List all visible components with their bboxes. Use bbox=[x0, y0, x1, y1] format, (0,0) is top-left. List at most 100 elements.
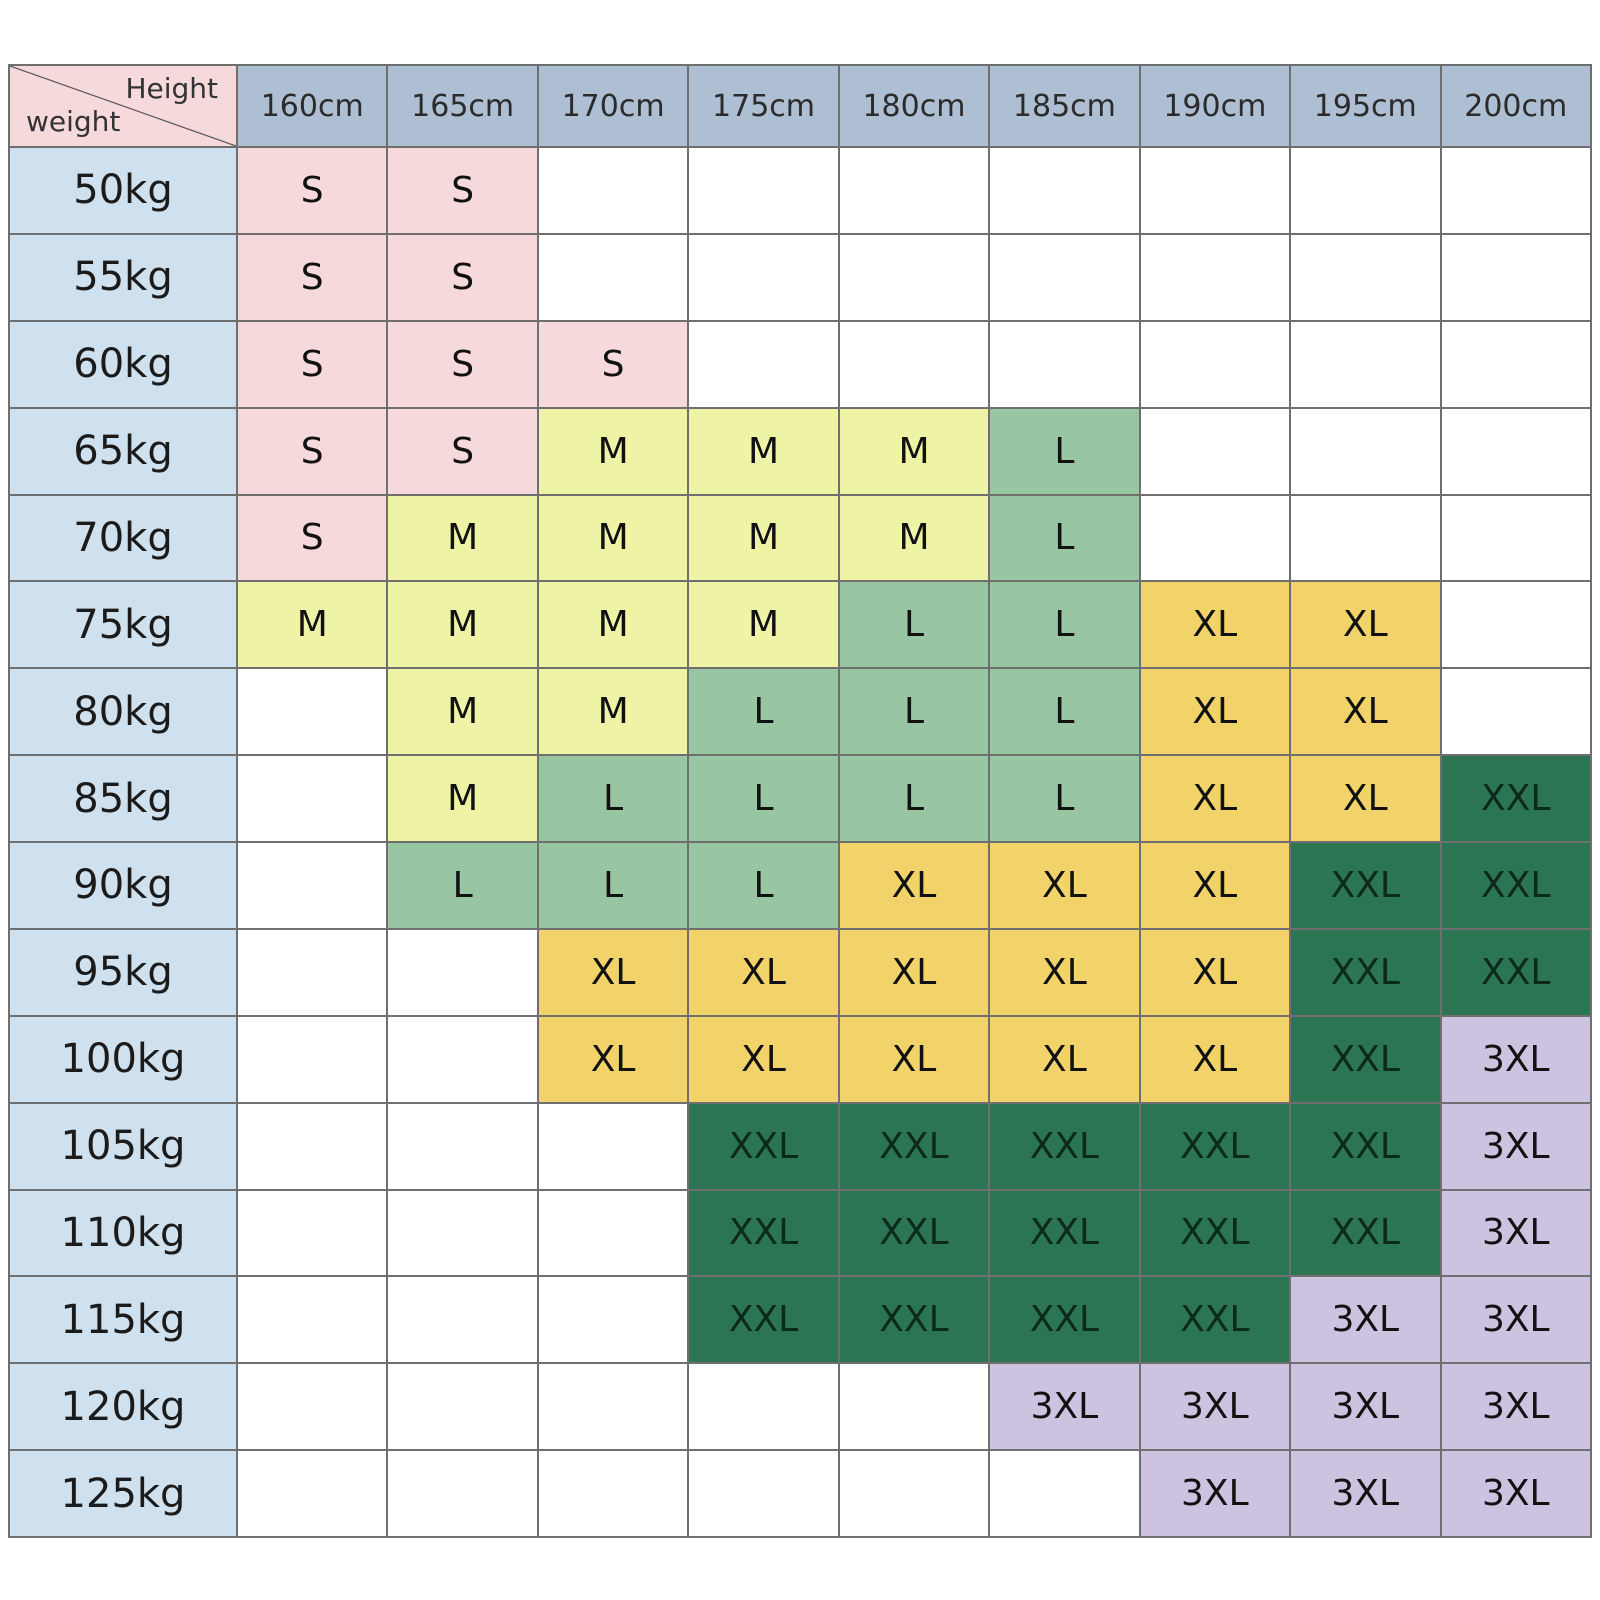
height-header-175cm: 175cm bbox=[687, 64, 840, 148]
size-cell bbox=[837, 1362, 991, 1452]
size-cell: XXL bbox=[1439, 754, 1592, 843]
size-cell: M bbox=[687, 493, 840, 583]
size-cell bbox=[1138, 493, 1292, 583]
size-cell: M bbox=[536, 667, 690, 757]
size-cell: S bbox=[235, 493, 389, 583]
size-cell: XXL bbox=[1289, 1101, 1442, 1191]
size-cell: L bbox=[837, 580, 991, 670]
size-cell bbox=[687, 232, 840, 322]
weight-header-85kg: 85kg bbox=[8, 754, 238, 843]
size-cell bbox=[1289, 146, 1442, 235]
size-cell bbox=[1439, 146, 1592, 235]
size-cell: S bbox=[235, 232, 389, 322]
size-cell: L bbox=[687, 754, 840, 843]
table-row: 75kg M M M M L L XL XL bbox=[8, 580, 1592, 670]
size-cell bbox=[687, 319, 840, 409]
height-header-200cm: 200cm bbox=[1439, 64, 1592, 148]
size-cell: L bbox=[536, 754, 690, 843]
size-cell bbox=[837, 232, 991, 322]
size-cell: XXL bbox=[1289, 841, 1442, 930]
size-cell: L bbox=[988, 406, 1141, 496]
size-cell: S bbox=[235, 319, 389, 409]
table-row: 50kg S S bbox=[8, 146, 1592, 235]
table-row: 125kg 3XL 3XL 3XL bbox=[8, 1449, 1592, 1538]
height-header-195cm: 195cm bbox=[1289, 64, 1442, 148]
size-cell bbox=[235, 1275, 389, 1365]
size-cell: XXL bbox=[1289, 1014, 1442, 1104]
size-cell: XXL bbox=[1138, 1188, 1292, 1278]
weight-header-70kg: 70kg bbox=[8, 493, 238, 583]
weight-header-105kg: 105kg bbox=[8, 1101, 238, 1191]
size-cell bbox=[536, 1275, 690, 1365]
size-cell: M bbox=[837, 493, 991, 583]
size-cell bbox=[235, 927, 389, 1017]
size-cell: XL bbox=[1138, 580, 1292, 670]
size-chart-table: Height weight 160cm 165cm 170cm 175cm 180cm 1… bbox=[8, 64, 1592, 1538]
corner-diagonal-line bbox=[10, 66, 236, 146]
size-cell: S bbox=[386, 406, 539, 496]
weight-header-65kg: 65kg bbox=[8, 406, 238, 496]
size-cell bbox=[837, 146, 991, 235]
size-cell bbox=[1439, 232, 1592, 322]
size-cell: XL bbox=[1138, 841, 1292, 930]
size-cell: 3XL bbox=[1289, 1449, 1442, 1538]
size-cell bbox=[386, 1362, 539, 1452]
size-cell: XL bbox=[837, 927, 991, 1017]
weight-header-75kg: 75kg bbox=[8, 580, 238, 670]
size-cell: XL bbox=[988, 927, 1141, 1017]
size-cell bbox=[386, 927, 539, 1017]
size-cell: XXL bbox=[1439, 841, 1592, 930]
size-cell bbox=[235, 1362, 389, 1452]
size-cell: XXL bbox=[1138, 1101, 1292, 1191]
size-cell: S bbox=[386, 232, 539, 322]
size-cell: 3XL bbox=[1439, 1188, 1592, 1278]
height-header-170cm: 170cm bbox=[536, 64, 690, 148]
table-row: 65kg S S M M M L bbox=[8, 406, 1592, 496]
table-row: 60kg S S S bbox=[8, 319, 1592, 409]
size-cell: 3XL bbox=[1289, 1362, 1442, 1452]
size-cell: M bbox=[386, 493, 539, 583]
size-cell: XXL bbox=[837, 1188, 991, 1278]
size-cell: M bbox=[536, 493, 690, 583]
size-cell bbox=[1138, 232, 1292, 322]
size-cell: XL bbox=[1289, 580, 1442, 670]
size-cell bbox=[1138, 406, 1292, 496]
height-header-190cm: 190cm bbox=[1138, 64, 1292, 148]
size-cell bbox=[988, 232, 1141, 322]
size-cell: 3XL bbox=[1439, 1014, 1592, 1104]
size-cell: XL bbox=[988, 1014, 1141, 1104]
size-cell: XXL bbox=[988, 1188, 1141, 1278]
table-row: 120kg 3XL 3XL 3XL 3XL bbox=[8, 1362, 1592, 1452]
size-cell: XXL bbox=[1138, 1275, 1292, 1365]
size-cell: XXL bbox=[988, 1101, 1141, 1191]
size-cell bbox=[536, 146, 690, 235]
size-cell: L bbox=[687, 667, 840, 757]
size-cell bbox=[235, 1188, 389, 1278]
size-cell: XXL bbox=[687, 1101, 840, 1191]
size-cell bbox=[1439, 580, 1592, 670]
size-cell bbox=[837, 319, 991, 409]
size-cell: L bbox=[536, 841, 690, 930]
size-cell: XL bbox=[687, 927, 840, 1017]
weight-header-100kg: 100kg bbox=[8, 1014, 238, 1104]
size-cell: XL bbox=[536, 927, 690, 1017]
size-cell: 3XL bbox=[1439, 1362, 1592, 1452]
size-cell: 3XL bbox=[1439, 1449, 1592, 1538]
size-cell: M bbox=[386, 667, 539, 757]
size-cell: M bbox=[536, 406, 690, 496]
size-cell: L bbox=[687, 841, 840, 930]
size-cell: XXL bbox=[1289, 1188, 1442, 1278]
size-cell: S bbox=[235, 406, 389, 496]
weight-header-95kg: 95kg bbox=[8, 927, 238, 1017]
size-cell: L bbox=[386, 841, 539, 930]
weight-header-55kg: 55kg bbox=[8, 232, 238, 322]
size-cell: 3XL bbox=[1138, 1362, 1292, 1452]
size-cell bbox=[235, 754, 389, 843]
weight-header-110kg: 110kg bbox=[8, 1188, 238, 1278]
size-cell: XL bbox=[837, 841, 991, 930]
size-cell: 3XL bbox=[1289, 1275, 1442, 1365]
size-cell: S bbox=[386, 146, 539, 235]
size-cell bbox=[386, 1014, 539, 1104]
size-cell bbox=[687, 1362, 840, 1452]
size-cell bbox=[536, 1101, 690, 1191]
